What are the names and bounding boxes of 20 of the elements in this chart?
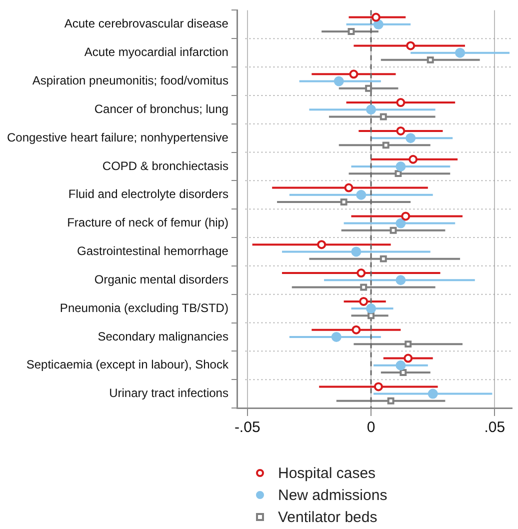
- x-tick-label: 0: [366, 419, 376, 436]
- y-tick-label: Organic mental disorders: [94, 272, 228, 286]
- legend-label: Hospital cases: [278, 464, 376, 482]
- legend-label: Ventilator beds: [278, 508, 378, 526]
- y-tick-label: Cancer of bronchus; lung: [94, 102, 228, 116]
- y-tick-label: Acute myocardial infarction: [84, 45, 228, 60]
- y-tick-label: Congestive heart failure; nonhypertensive: [7, 130, 229, 144]
- y-tick-label: Acute cerebrovascular disease: [64, 16, 229, 31]
- y-tick-label: Secondary malignancies: [98, 329, 228, 344]
- legend-label: New admissions: [278, 486, 388, 504]
- x-tick-label: .05: [484, 419, 506, 436]
- y-tick-label: Aspiration pneumonitis; food/vomitus: [32, 74, 228, 88]
- y-tick-label: Urinary tract infections: [109, 386, 228, 400]
- y-tick-label: Fluid and electrolyte disorders: [68, 187, 228, 202]
- y-tick-label: Pneumonia (excluding TB/STD): [60, 300, 228, 315]
- x-tick-label: -.05: [234, 419, 260, 436]
- y-tick-label: Septicaemia (except in labour), Shock: [26, 358, 230, 372]
- y-tick-label: Fracture of neck of femur (hip): [67, 216, 228, 230]
- y-tick-label: Gastrointestinal hemorrhage: [77, 244, 229, 258]
- y-tick-label: COPD & bronchiectasis: [102, 158, 228, 173]
